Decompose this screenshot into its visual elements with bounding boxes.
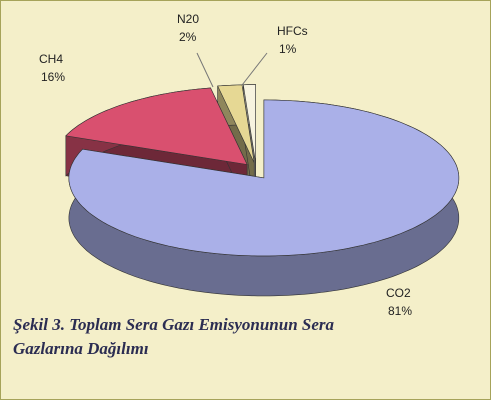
slice-top — [68, 99, 460, 257]
slice-label: CH4 — [39, 52, 63, 66]
slice-value-label: 1% — [279, 42, 297, 56]
slice-label: N20 — [177, 12, 199, 26]
slice-top — [65, 87, 248, 165]
slice-label: CO2 — [386, 286, 411, 300]
slice-value-label: 81% — [388, 304, 412, 318]
caption: Şekil 3. Toplam Sera Gazı Emisyonunun Se… — [13, 315, 335, 358]
slice-top — [242, 84, 256, 163]
leader-line — [238, 52, 268, 90]
slice-value-label: 16% — [41, 70, 65, 84]
slice-value-label: 2% — [179, 30, 197, 44]
slice-top — [217, 84, 255, 163]
slice-label: HFCs — [277, 24, 308, 38]
leader-line — [196, 52, 214, 88]
